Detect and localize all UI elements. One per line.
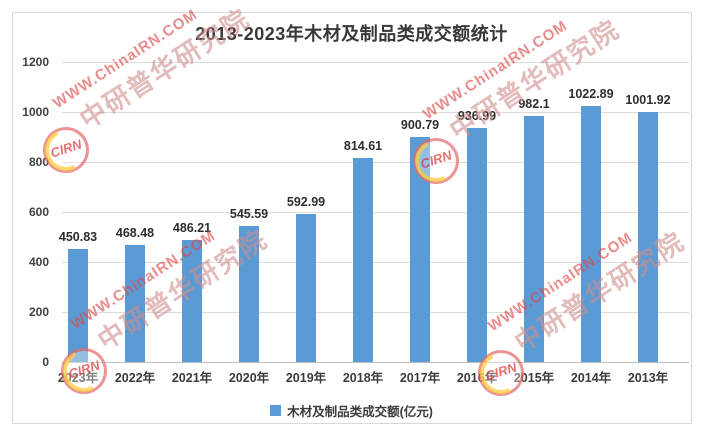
bar: [239, 225, 259, 362]
x-axis-label: 2020年: [228, 371, 270, 385]
y-axis-tick-label: 1200: [22, 55, 49, 69]
legend: 木材及制品类成交额(亿元): [12, 401, 691, 420]
bar: [353, 158, 373, 362]
bar-value-label: 592.99: [286, 194, 326, 209]
legend-label: 木材及制品类成交额(亿元): [287, 405, 433, 419]
legend-swatch-icon: [270, 405, 282, 416]
bar: [182, 240, 202, 362]
bar-value-label: 545.59: [229, 206, 269, 221]
y-axis-tick-label: 200: [28, 305, 49, 319]
bar: [581, 106, 601, 362]
gridline: [62, 262, 689, 263]
bar-value-label: 468.48: [115, 225, 155, 240]
bar: [467, 127, 487, 362]
bar-value-label: 1001.92: [625, 92, 671, 107]
gridline: [62, 62, 689, 63]
gridline: [62, 212, 689, 213]
bar: [68, 249, 88, 362]
bar-value-label: 1022.89: [568, 87, 614, 102]
gridline: [62, 312, 689, 313]
x-axis-label: 2013年: [627, 371, 669, 385]
x-axis-label: 2022年: [114, 371, 156, 385]
x-axis-label: 2017年: [399, 371, 441, 385]
chart-title: 2013-2023年木材及制品类成交额统计: [195, 24, 508, 44]
y-axis-tick-label: 800: [28, 155, 49, 169]
x-axis-label: 2014年: [570, 371, 612, 385]
x-axis-label: 2016年: [456, 371, 498, 385]
x-axis-label: 2018年: [342, 371, 384, 385]
y-axis-tick-label: 0: [42, 355, 49, 369]
bar-value-label: 900.79: [400, 117, 440, 132]
gridline: [62, 362, 689, 363]
x-axis-label: 2015年: [513, 371, 555, 385]
bar-value-label: 486.21: [172, 221, 212, 236]
x-axis-label: 2023年: [57, 371, 99, 385]
bar: [524, 116, 544, 362]
gridline: [62, 162, 689, 163]
bar: [410, 136, 430, 362]
bar: [125, 244, 145, 362]
y-axis-tick-label: 400: [28, 255, 49, 269]
bar-value-label: 450.83: [58, 230, 98, 245]
y-axis-tick-label: 600: [28, 205, 49, 219]
y-axis-tick-label: 1000: [22, 105, 49, 119]
bar-value-label: 814.61: [343, 139, 383, 154]
x-axis-label: 2019年: [285, 371, 327, 385]
bar: [638, 111, 658, 362]
x-axis-label: 2021年: [171, 371, 213, 385]
gridline: [62, 112, 689, 113]
bar-value-label: 936.99: [457, 108, 497, 123]
bar: [296, 213, 316, 362]
bar-value-label: 982.1: [518, 97, 550, 112]
